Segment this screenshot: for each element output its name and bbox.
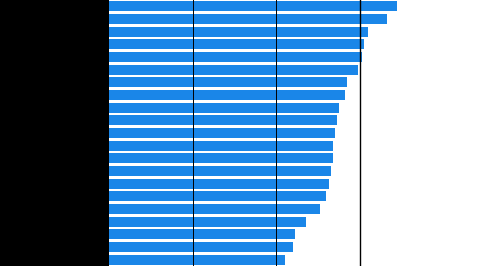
Bar bbox=[109, 14, 387, 24]
Bar bbox=[109, 77, 347, 87]
Bar bbox=[109, 90, 345, 100]
Bar bbox=[109, 242, 293, 252]
Bar bbox=[109, 39, 364, 49]
Bar bbox=[109, 179, 329, 189]
Bar bbox=[109, 204, 320, 214]
Bar bbox=[109, 65, 358, 74]
Bar bbox=[109, 192, 327, 201]
Bar bbox=[109, 27, 368, 37]
Bar bbox=[109, 103, 339, 113]
Bar bbox=[109, 166, 331, 176]
Bar bbox=[109, 229, 295, 239]
Bar bbox=[109, 141, 332, 151]
Bar bbox=[109, 217, 306, 227]
Bar bbox=[109, 153, 332, 163]
Bar bbox=[109, 255, 285, 265]
Bar bbox=[109, 52, 362, 62]
Bar bbox=[109, 115, 337, 125]
Bar bbox=[109, 128, 335, 138]
Bar bbox=[109, 1, 398, 11]
